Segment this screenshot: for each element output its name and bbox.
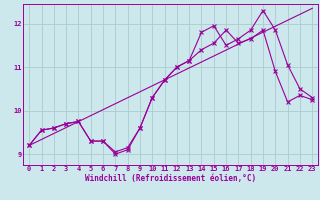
- X-axis label: Windchill (Refroidissement éolien,°C): Windchill (Refroidissement éolien,°C): [85, 174, 256, 183]
